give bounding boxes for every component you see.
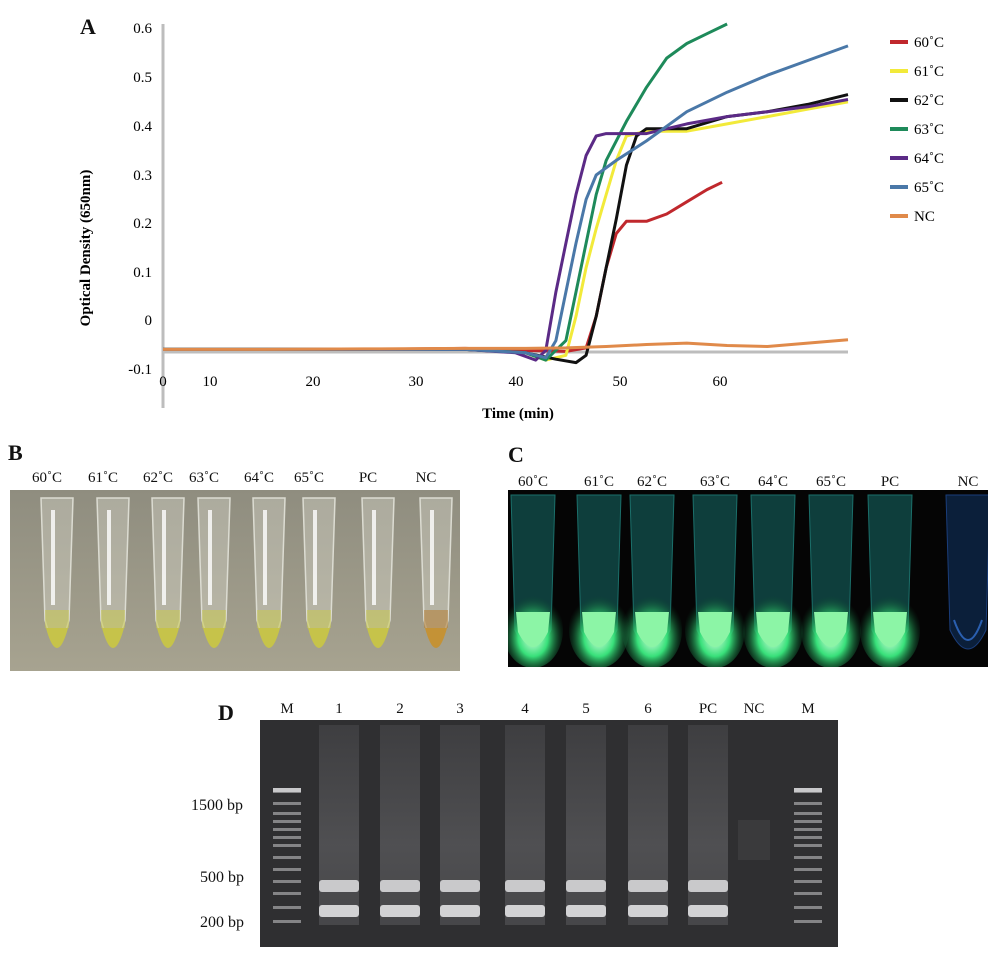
gel-lane: [273, 788, 301, 923]
tube-label: PC: [880, 474, 900, 490]
series-line-65C: [163, 44, 849, 360]
uv-tube: [622, 494, 682, 667]
tube-label: NC: [415, 470, 437, 486]
legend-label: 65˚C: [914, 180, 944, 196]
tube-label: 60˚C: [32, 470, 62, 486]
tube-label: NC: [957, 474, 979, 490]
legend-label: 60˚C: [914, 35, 944, 51]
gel-lane: [688, 725, 728, 925]
series-line-64C: [163, 98, 849, 362]
uv-tube: [801, 494, 861, 667]
tube-label: 61˚C: [88, 470, 118, 486]
x-tick-label: 30: [409, 374, 424, 390]
uv-tube: [569, 494, 629, 667]
y-tick-label: 0.1: [133, 265, 152, 281]
gel-lane: [319, 725, 359, 925]
gel-lane-label: NC: [743, 701, 765, 717]
marker-500bp: 500 bp: [200, 869, 244, 886]
panel-label-c: C: [508, 442, 524, 467]
marker-1500bp: 1500 bp: [191, 797, 243, 814]
gel-lane: [505, 725, 545, 925]
tube: [40, 497, 74, 648]
y-tick-label: 0.4: [133, 119, 152, 135]
legend-label: 64˚C: [914, 151, 944, 167]
y-tick-label: -0.1: [128, 362, 152, 378]
y-tick-label: 0: [145, 313, 153, 329]
legend-label: 63˚C: [914, 122, 944, 138]
tube: [361, 497, 395, 648]
tube: [96, 497, 130, 648]
uv-tube: [743, 494, 803, 667]
gel-image: [260, 720, 838, 947]
x-tick-label: 60: [713, 374, 728, 390]
panel-b-photo: [10, 490, 460, 671]
panel-label-d: D: [218, 700, 234, 725]
gel-lane: [566, 725, 606, 925]
x-tick-label: 40: [509, 374, 524, 390]
chart-series: [163, 22, 849, 365]
legend-label: 62˚C: [914, 93, 944, 109]
x-axis-label: Time (min): [482, 406, 554, 422]
tube: [419, 497, 453, 648]
gel-lane-label: 2: [396, 701, 404, 717]
panel-c-photo: [508, 490, 988, 667]
tube-label: 65˚C: [294, 470, 324, 486]
uv-tube: [685, 494, 745, 667]
marker-200bp: 200 bp: [200, 914, 244, 931]
gel-lane: [380, 725, 420, 925]
gel-lane-label: 5: [582, 701, 590, 717]
y-tick-label: 0.5: [133, 70, 152, 86]
tube-label: 64˚C: [758, 474, 788, 490]
series-line-NC: [163, 338, 849, 351]
chart-legend: 60˚C 61˚C 62˚C 63˚C 64˚C 65˚C NC: [890, 35, 944, 225]
gel-lane: [628, 725, 668, 925]
y-axis-label: Optical Density (650nm): [78, 170, 94, 327]
gel-lane-label: 1: [335, 701, 343, 717]
tube-label: 65˚C: [816, 474, 846, 490]
tube-label: 60˚C: [518, 474, 548, 490]
tube: [252, 497, 286, 648]
tube-label: 62˚C: [143, 470, 173, 486]
series-line-60C: [163, 180, 723, 353]
gel-lane-label: M: [801, 701, 815, 717]
legend-label: NC: [914, 209, 935, 225]
tube-label: 62˚C: [637, 474, 667, 490]
panel-label-b: B: [8, 440, 23, 465]
y-tick-label: 0.6: [133, 21, 152, 37]
tube-label: PC: [358, 470, 378, 486]
gel-lane: [440, 725, 480, 925]
tube-label: 63˚C: [189, 470, 219, 486]
gel-lane: [794, 788, 822, 923]
tube-label: 61˚C: [584, 474, 614, 490]
series-line-63C: [163, 22, 728, 362]
gel-lane-label: M: [280, 701, 294, 717]
gel-lane-label: 3: [456, 701, 464, 717]
optical-density-chart: 0 10 20 30 40 50 60 -0.1 0 0.1 0.2 0.3 0.4 0.5 0.6 60˚…: [78, 21, 944, 422]
series-line-62C: [163, 93, 849, 365]
gel-lane-label: 6: [644, 701, 652, 717]
panel-label-a: A: [80, 14, 96, 39]
tube: [151, 497, 185, 648]
uv-tube: [860, 494, 920, 667]
y-tick-label: 0.2: [133, 216, 152, 232]
legend-label: 61˚C: [914, 64, 944, 80]
x-tick-label: 50: [613, 374, 628, 390]
tube-label: 63˚C: [700, 474, 730, 490]
series-line-61C: [163, 100, 849, 362]
tube-label: 64˚C: [244, 470, 274, 486]
x-tick-label: 0: [159, 374, 167, 390]
gel-lane: [738, 820, 770, 860]
tube: [302, 497, 336, 648]
x-tick-label: 10: [203, 374, 218, 390]
tube: [197, 497, 231, 648]
uv-tube: [945, 494, 988, 650]
y-tick-label: 0.3: [133, 168, 152, 184]
uv-tube: [508, 494, 563, 667]
gel-lane-label: 4: [521, 701, 529, 717]
x-tick-label: 20: [306, 374, 321, 390]
gel-lane-label: PC: [698, 701, 718, 717]
